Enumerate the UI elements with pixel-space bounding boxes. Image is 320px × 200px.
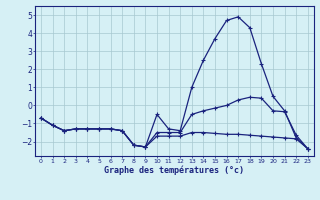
X-axis label: Graphe des températures (°c): Graphe des températures (°c) bbox=[104, 165, 244, 175]
